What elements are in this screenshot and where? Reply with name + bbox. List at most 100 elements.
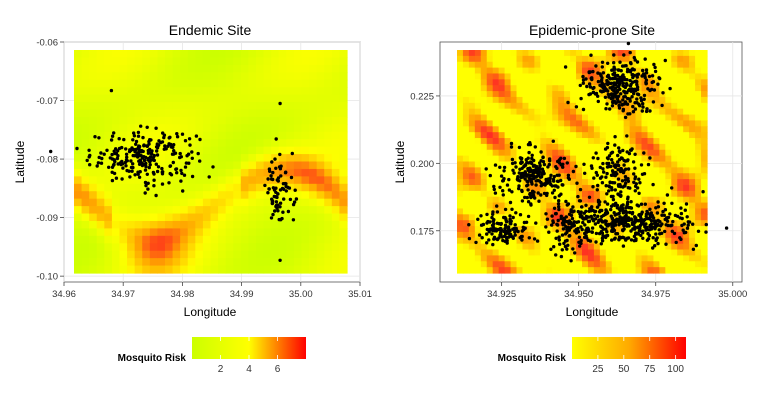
heat-cell (546, 149, 553, 157)
heat-cell (324, 198, 333, 207)
observation-point (622, 84, 626, 89)
observation-point (514, 165, 518, 169)
heat-cell (331, 146, 341, 155)
observation-point (603, 200, 607, 204)
heat-cell (617, 261, 625, 268)
heat-cell (695, 108, 702, 116)
heat-cell (127, 198, 136, 207)
heat-cell (492, 149, 500, 157)
heat-cell (516, 132, 524, 139)
heat-cell (134, 64, 143, 73)
heat-cell (558, 102, 565, 110)
heat-cell (187, 79, 196, 88)
heat-cell (522, 120, 530, 127)
heat-cell (570, 179, 577, 186)
observation-point (144, 155, 148, 160)
heat-cell (498, 208, 506, 215)
heat-cell (202, 176, 212, 185)
heat-cell (202, 139, 212, 148)
heat-cell (195, 87, 204, 96)
heat-cell (480, 208, 488, 215)
observation-point (282, 187, 286, 191)
heat-cell (74, 198, 83, 207)
heat-cell (701, 96, 708, 104)
heat-cell (316, 265, 325, 274)
heat-cell (225, 183, 234, 192)
heat-cell (629, 255, 637, 262)
heat-cell (457, 202, 464, 210)
heat-cell (498, 79, 506, 86)
heat-cell (74, 94, 83, 103)
heat-cell (677, 96, 684, 104)
observation-point (495, 210, 500, 214)
heat-cell (695, 208, 702, 215)
observation-point (627, 87, 632, 92)
heat-cell (498, 96, 506, 104)
observation-point (274, 200, 279, 204)
heat-cell (653, 143, 660, 151)
heat-cell (582, 138, 589, 145)
heat-cell (81, 176, 90, 185)
heat-cell (309, 206, 318, 215)
heat-cell (111, 265, 121, 274)
observation-point (679, 206, 683, 210)
observation-point (100, 156, 104, 161)
heat-cell (248, 64, 257, 73)
heat-cell (468, 67, 476, 75)
observation-point (608, 107, 612, 111)
observation-point (578, 211, 583, 215)
heat-cell (218, 250, 227, 259)
heat-cell (142, 87, 151, 96)
heat-cell (457, 108, 464, 116)
heat-cell (127, 139, 136, 148)
observation-point (141, 149, 145, 154)
heat-cell (564, 102, 571, 110)
heat-cell (552, 214, 559, 221)
heat-cell (218, 220, 227, 229)
observation-point (129, 159, 133, 163)
heat-cell (582, 126, 589, 133)
observation-point (646, 237, 651, 241)
heat-cell (635, 50, 643, 57)
heat-cell (540, 96, 547, 104)
observation-point (622, 224, 626, 228)
heat-cell (218, 64, 227, 73)
heat-cell (582, 196, 589, 204)
observation-point (610, 169, 615, 173)
heat-cell (510, 79, 518, 86)
heat-cell (263, 131, 272, 140)
heat-cell (324, 131, 333, 140)
heat-cell (248, 72, 257, 81)
observation-point (477, 233, 482, 237)
observation-point (642, 72, 646, 76)
heat-cell (564, 184, 571, 192)
heat-cell (576, 132, 583, 139)
heat-cell (240, 79, 250, 88)
heat-cell (187, 176, 196, 185)
heat-cell (149, 131, 159, 140)
observation-point (476, 217, 480, 221)
observation-point (148, 163, 152, 167)
observation-point (266, 191, 270, 195)
heat-cell (593, 55, 601, 63)
heat-cell (552, 91, 559, 98)
heat-cell (331, 228, 341, 237)
observation-point (571, 247, 575, 251)
observation-point (634, 238, 638, 243)
heat-cell (134, 79, 143, 88)
heat-cell (339, 265, 348, 274)
heat-cell (605, 61, 613, 69)
observation-point (284, 182, 288, 186)
heat-cell (256, 72, 265, 81)
heat-cell (623, 255, 631, 262)
heat-cell (576, 50, 583, 57)
heat-cell (647, 132, 655, 139)
heat-cell (248, 243, 257, 252)
heat-cell (462, 231, 470, 239)
heat-cell (659, 196, 666, 204)
heat-cell (587, 155, 595, 163)
heat-cell (293, 72, 303, 81)
heat-cell (142, 176, 151, 185)
heat-cell (187, 258, 196, 267)
heat-cell (149, 161, 159, 170)
